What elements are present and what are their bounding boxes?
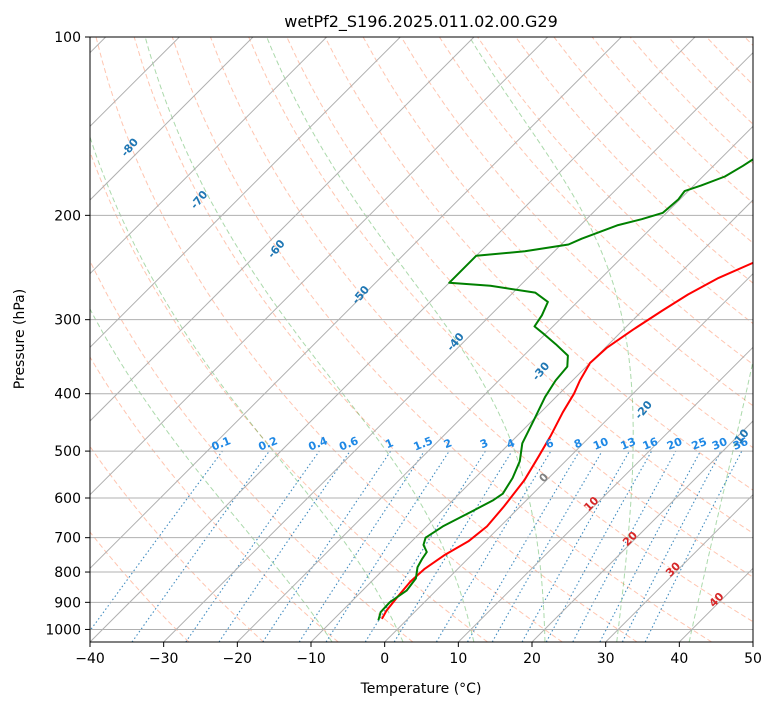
dry-adiabat: [210, 37, 753, 623]
dry-adiabat: [90, 356, 339, 642]
mixing-ratio-line: [644, 450, 743, 642]
isotherm-line: [90, 37, 696, 642]
isotherm-line: [457, 346, 753, 642]
isotherm-line: [384, 272, 753, 642]
mixing-ratio-label: 8: [572, 436, 584, 451]
mixing-ratio-line: [393, 450, 513, 642]
x-tick-label: 30: [597, 651, 615, 667]
dry-adiabat: [400, 37, 753, 407]
dry-adiabat: [248, 37, 753, 578]
mixing-ratio-line: [262, 450, 392, 642]
mixing-ratio-label: 36: [731, 435, 750, 453]
dry-adiabat: [133, 37, 638, 642]
plot-frame: [89, 36, 754, 643]
y-axis-title: Pressure (hPa): [12, 289, 28, 389]
isotherm-line: [163, 51, 753, 642]
mixing-ratio-label: 13: [619, 435, 638, 453]
moist-adiabat: [688, 358, 753, 642]
y-tick-label: 800: [54, 565, 81, 581]
x-tick-label: 40: [670, 651, 688, 667]
isotherm-line: [90, 37, 475, 422]
moist-adiabat: [144, 37, 475, 642]
mixing-ratio-line: [521, 450, 630, 642]
dry-adiabat: [95, 37, 563, 642]
mixing-ratio-line: [325, 450, 450, 642]
x-tick-label: 0: [380, 651, 389, 667]
mixing-ratio-line: [298, 450, 425, 642]
y-tick-label: 700: [54, 531, 81, 547]
x-axis-title: Temperature (°C): [360, 681, 482, 697]
x-tick-label: 20: [523, 651, 541, 667]
mixing-ratio-label: 20: [665, 435, 684, 453]
dry-adiabat: [438, 37, 753, 366]
isotherm-line: [90, 37, 254, 201]
y-tick-label: 200: [54, 208, 81, 224]
background-lines: [90, 37, 753, 642]
mixing-ratio-label: 2: [442, 436, 454, 451]
dry-adiabat: [324, 37, 753, 491]
isotherm-line: [605, 493, 753, 642]
temperature-profile: [381, 261, 753, 620]
dry-adiabat: [90, 150, 488, 642]
isotherm-line: [531, 420, 753, 642]
moist-adiabat: [90, 135, 404, 642]
y-tick-label: 300: [54, 313, 81, 329]
series-lines: [377, 158, 753, 621]
y-axis: 100 200 300 400 500 600 700 800 900 1000: [45, 30, 90, 638]
x-tick-label: −30: [149, 651, 179, 667]
x-tick-label: 10: [449, 651, 467, 667]
isotherm-line: [236, 125, 753, 642]
x-tick-label: −10: [296, 651, 326, 667]
x-axis: −40 −30 −20 −10 0 10 20 30 40 50: [75, 642, 762, 667]
mixing-ratio-line: [572, 450, 677, 642]
isotherm-line: [90, 37, 328, 275]
mixing-ratio-line: [185, 450, 320, 642]
grid-lines: [90, 37, 753, 642]
dry-adiabat: [90, 445, 264, 642]
y-tick-label: 400: [54, 387, 81, 403]
isotherm-line: [90, 37, 622, 570]
mixing-ratio-line: [131, 450, 270, 642]
x-tick-label: −20: [223, 651, 253, 667]
mixing-ratio-label: 16: [641, 435, 660, 453]
isotherm-line: [90, 37, 401, 349]
moist-adiabat: [266, 37, 546, 642]
mixing-ratio-label: 30: [710, 435, 729, 453]
mixing-ratio-label: 25: [690, 435, 709, 453]
x-tick-label: 50: [744, 651, 762, 667]
chart-title: wetPf2_S196.2025.011.02.00.G29: [284, 12, 558, 32]
mixing-ratio-line: [545, 450, 653, 642]
y-tick-label: 1000: [45, 622, 81, 638]
mixing-ratio-label: 10: [591, 435, 610, 453]
dewpoint-profile: [377, 158, 753, 621]
isotherm-line: [310, 199, 753, 642]
isotherm-line: [90, 37, 549, 496]
mixing-ratio-line: [90, 450, 223, 632]
dry-adiabat: [515, 37, 753, 284]
mixing-ratio-line: [218, 450, 351, 642]
dry-adiabat: [90, 531, 190, 642]
mixing-ratio-label: 1: [383, 436, 395, 451]
y-tick-label: 600: [54, 491, 81, 507]
y-tick-label: 500: [54, 444, 81, 460]
x-tick-label: −40: [75, 651, 105, 667]
moist-adiabat: [90, 308, 333, 642]
y-tick-label: 100: [54, 30, 81, 46]
y-tick-label: 900: [54, 595, 81, 611]
mixing-ratio-label: 3: [478, 436, 490, 451]
dry-adiabat: [171, 37, 712, 642]
